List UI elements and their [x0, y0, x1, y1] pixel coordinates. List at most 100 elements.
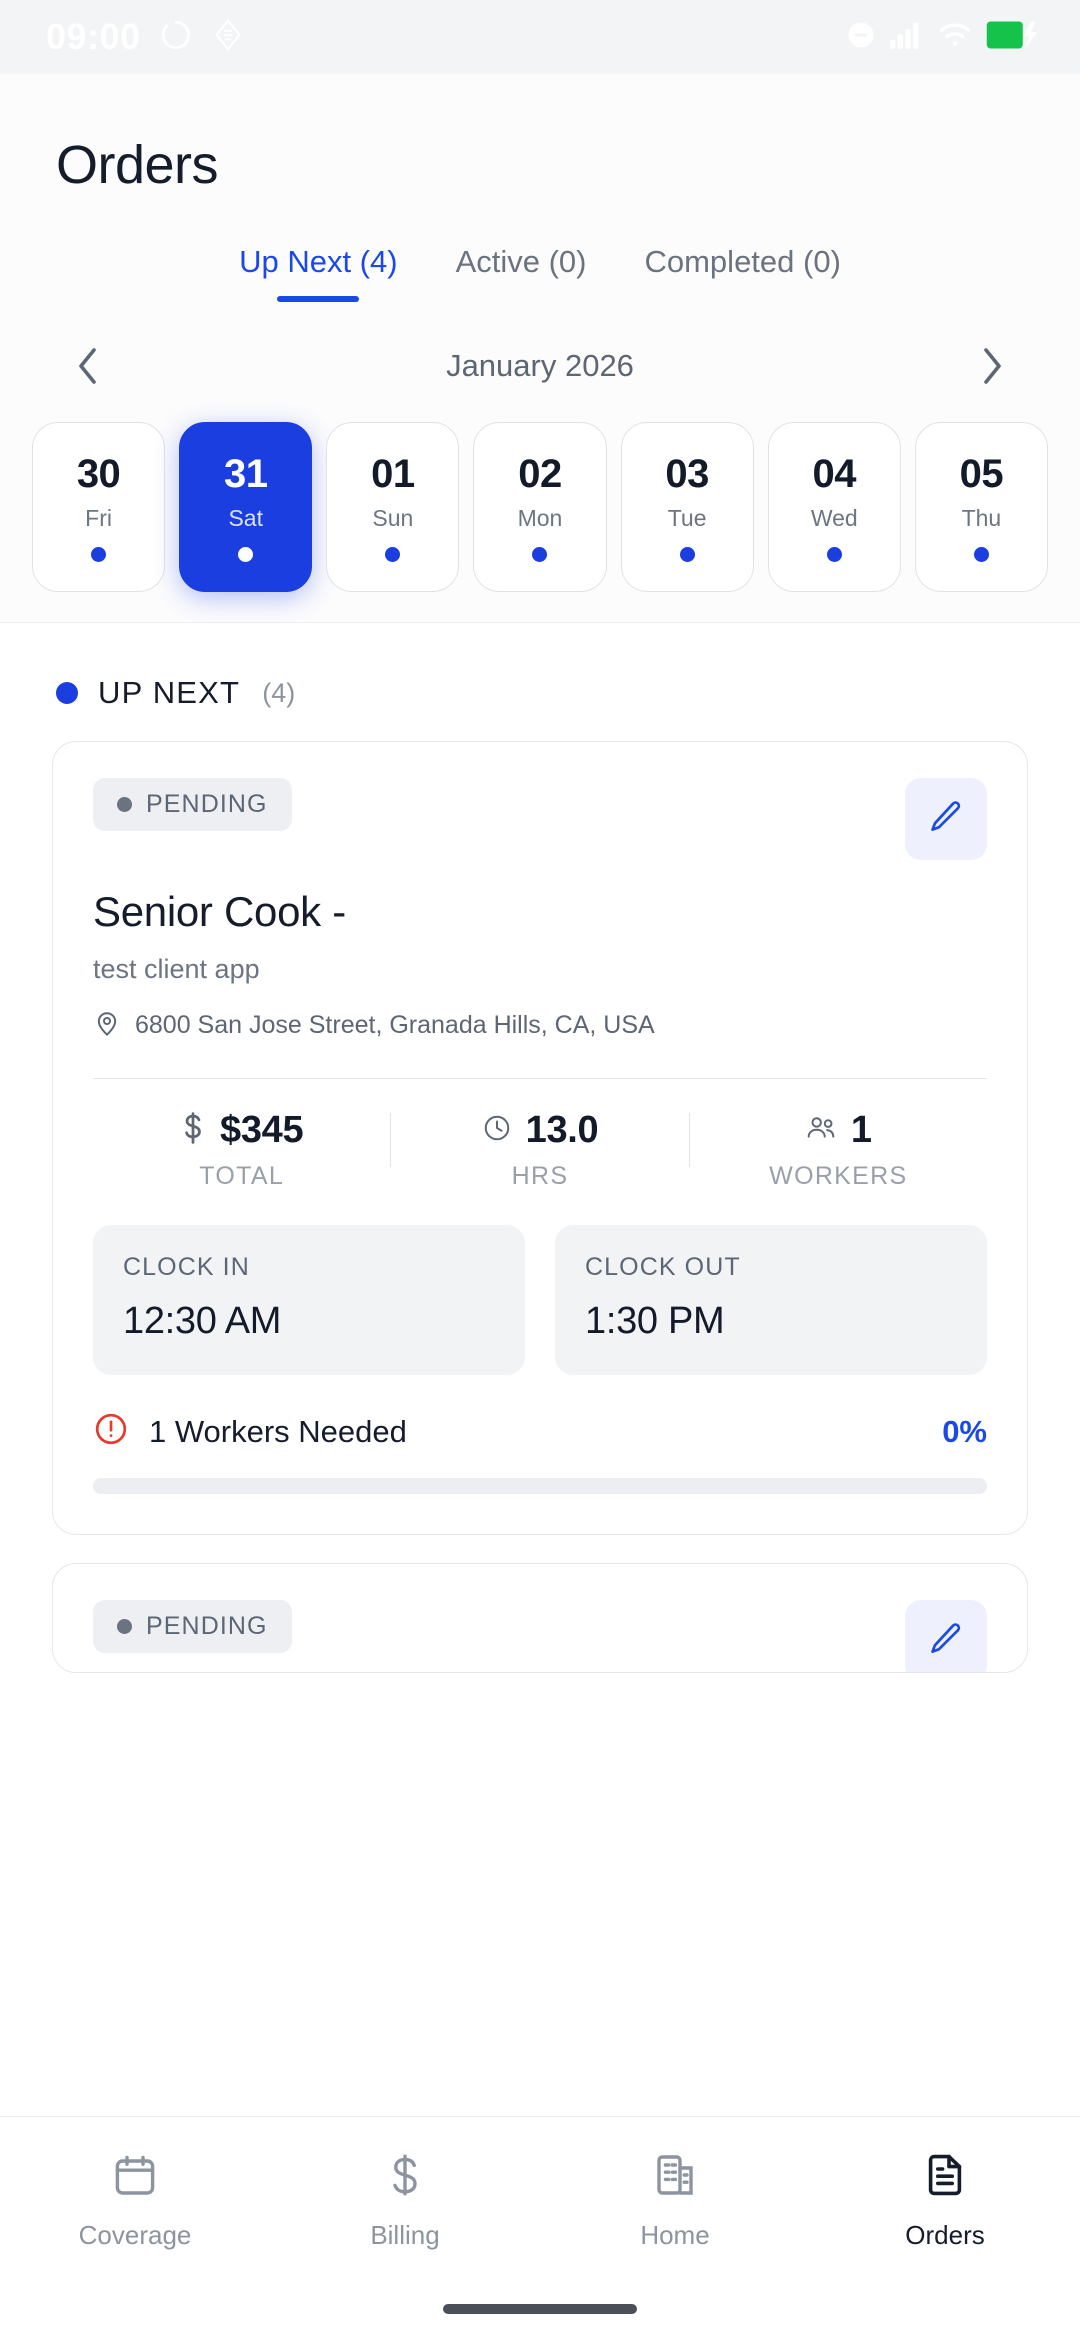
calendar-day-04[interactable]: 04 Wed — [767, 422, 901, 592]
chevron-right-icon[interactable] — [972, 346, 1012, 386]
order-card-top: PENDING — [93, 778, 987, 860]
day-weekday: Sat — [228, 505, 263, 531]
dollar-icon — [381, 2151, 429, 2204]
section-title: UP NEXT — [98, 675, 241, 710]
stat-workers-value: 1 — [850, 1109, 872, 1151]
stat-total: $345 TOTAL — [93, 1109, 390, 1191]
tab-active[interactable]: Active (0) — [455, 244, 587, 279]
calendar-day-01[interactable]: 01 Sun — [326, 422, 460, 592]
dollar-icon — [180, 1111, 206, 1150]
dnd-icon — [846, 20, 876, 55]
clock-out-tile[interactable]: CLOCK OUT 1:30 PM — [555, 1225, 987, 1375]
day-number: 05 — [959, 452, 1004, 496]
location-pin-icon — [93, 1009, 121, 1042]
day-dot-indicator — [385, 547, 401, 562]
day-dot-indicator — [826, 547, 842, 562]
status-bar-right — [846, 20, 1040, 55]
stat-workers: 1 WORKERS — [690, 1109, 987, 1191]
home-indicator — [443, 2304, 637, 2314]
status-dot-icon — [117, 1619, 132, 1634]
stat-total-line: $345 — [180, 1109, 304, 1152]
nav-item-coverage[interactable]: Coverage — [45, 2151, 225, 2251]
workers-needed-row: 1 Workers Needed 0% — [93, 1411, 987, 1452]
wifi-icon — [938, 21, 972, 54]
stat-hours-value: 13.0 — [525, 1109, 599, 1151]
nav-label-billing: Billing — [370, 2220, 440, 2250]
tab-completed[interactable]: Completed (0) — [644, 244, 841, 279]
calendar-day-03[interactable]: 03 Tue — [620, 422, 754, 592]
order-card-next[interactable]: PENDING — [52, 1563, 1028, 1673]
order-card-top: PENDING — [93, 1600, 987, 1672]
order-title: Senior Cook - — [93, 888, 346, 935]
calendar-month-label: January 2026 — [446, 348, 634, 383]
day-weekday: Thu — [961, 505, 1002, 531]
status-time: 09:00 — [46, 16, 141, 57]
users-icon — [805, 1113, 837, 1148]
clock-in-value: 12:30 AM — [123, 1300, 282, 1342]
day-number: 03 — [665, 452, 709, 496]
bottom-navigation: Coverage Billing Home Orders — [0, 2116, 1080, 2340]
status-badge-label: PENDING — [146, 1612, 268, 1640]
day-number: 31 — [223, 452, 268, 496]
calendar-day-30[interactable]: 30 Fri — [32, 422, 166, 592]
chevron-left-icon[interactable] — [68, 346, 108, 386]
card-divider — [93, 1078, 987, 1079]
calendar-header: January 2026 — [0, 346, 1080, 386]
status-badge-label: PENDING — [146, 790, 268, 818]
order-client: test client app — [93, 954, 260, 984]
day-number: 04 — [812, 452, 857, 496]
day-number: 01 — [371, 452, 415, 496]
day-weekday: Fri — [85, 505, 112, 531]
nav-item-orders[interactable]: Orders — [855, 2151, 1035, 2251]
status-badge: PENDING — [93, 778, 292, 831]
edit-order-button[interactable] — [905, 1600, 987, 1672]
order-card[interactable]: PENDING Senior Cook - test client app 68… — [52, 741, 1028, 1535]
tab-up-next[interactable]: Up Next (4) — [239, 244, 397, 302]
clock-in-tile[interactable]: CLOCK IN 12:30 AM — [93, 1225, 525, 1375]
battery-charging-icon — [986, 20, 1040, 55]
clock-in-label: CLOCK IN — [123, 1253, 250, 1281]
stat-hours: 13.0 HRS — [391, 1109, 688, 1191]
workers-needed-left: 1 Workers Needed — [93, 1411, 407, 1452]
day-weekday: Wed — [810, 505, 858, 531]
status-dot-icon — [117, 797, 132, 812]
stat-divider — [390, 1113, 392, 1167]
pencil-icon — [927, 798, 965, 841]
stat-divider — [688, 1113, 690, 1167]
day-dot-indicator — [532, 547, 548, 562]
stat-workers-line: 1 — [805, 1109, 872, 1152]
fill-percent: 0% — [942, 1413, 987, 1449]
page-header: Orders — [0, 74, 1080, 196]
calendar-day-02[interactable]: 02 Mon — [473, 422, 607, 592]
calendar-day-31[interactable]: 31 Sat — [179, 422, 313, 592]
workers-needed-text: 1 Workers Needed — [149, 1413, 407, 1449]
document-icon — [921, 2151, 969, 2204]
status-bar: 09:00 — [0, 0, 1080, 74]
calendar-day-05[interactable]: 05 Thu — [914, 422, 1048, 592]
day-dot-indicator — [91, 547, 107, 562]
day-dot-indicator — [973, 547, 989, 562]
nav-item-home[interactable]: Home — [585, 2151, 765, 2251]
day-dot-indicator — [238, 547, 254, 562]
stat-hours-label: HRS — [511, 1162, 569, 1190]
stat-total-value: $345 — [219, 1109, 304, 1151]
clock-tiles: CLOCK IN 12:30 AM CLOCK OUT 1:30 PM — [93, 1225, 987, 1375]
tab-bar: Up Next (4) Active (0) Completed (0) — [0, 196, 1080, 302]
edit-order-button[interactable] — [905, 778, 987, 860]
pencil-icon — [927, 1620, 965, 1663]
day-weekday: Sun — [372, 505, 414, 531]
clock-out-label: CLOCK OUT — [585, 1253, 741, 1281]
building-icon — [651, 2151, 699, 2204]
signal-icon — [890, 21, 924, 54]
spinner-icon — [159, 18, 193, 57]
status-badge: PENDING — [93, 1600, 292, 1653]
nav-label-orders: Orders — [905, 2220, 985, 2250]
section-dot-icon — [56, 682, 78, 704]
stat-total-label: TOTAL — [199, 1162, 285, 1190]
nav-item-billing[interactable]: Billing — [315, 2151, 495, 2251]
stat-workers-label: WORKERS — [769, 1162, 908, 1190]
order-address-row: 6800 San Jose Street, Granada Hills, CA,… — [93, 1009, 987, 1042]
alert-circle-icon — [93, 1411, 129, 1452]
nav-label-home: Home — [640, 2220, 710, 2250]
calendar-icon — [111, 2151, 159, 2204]
